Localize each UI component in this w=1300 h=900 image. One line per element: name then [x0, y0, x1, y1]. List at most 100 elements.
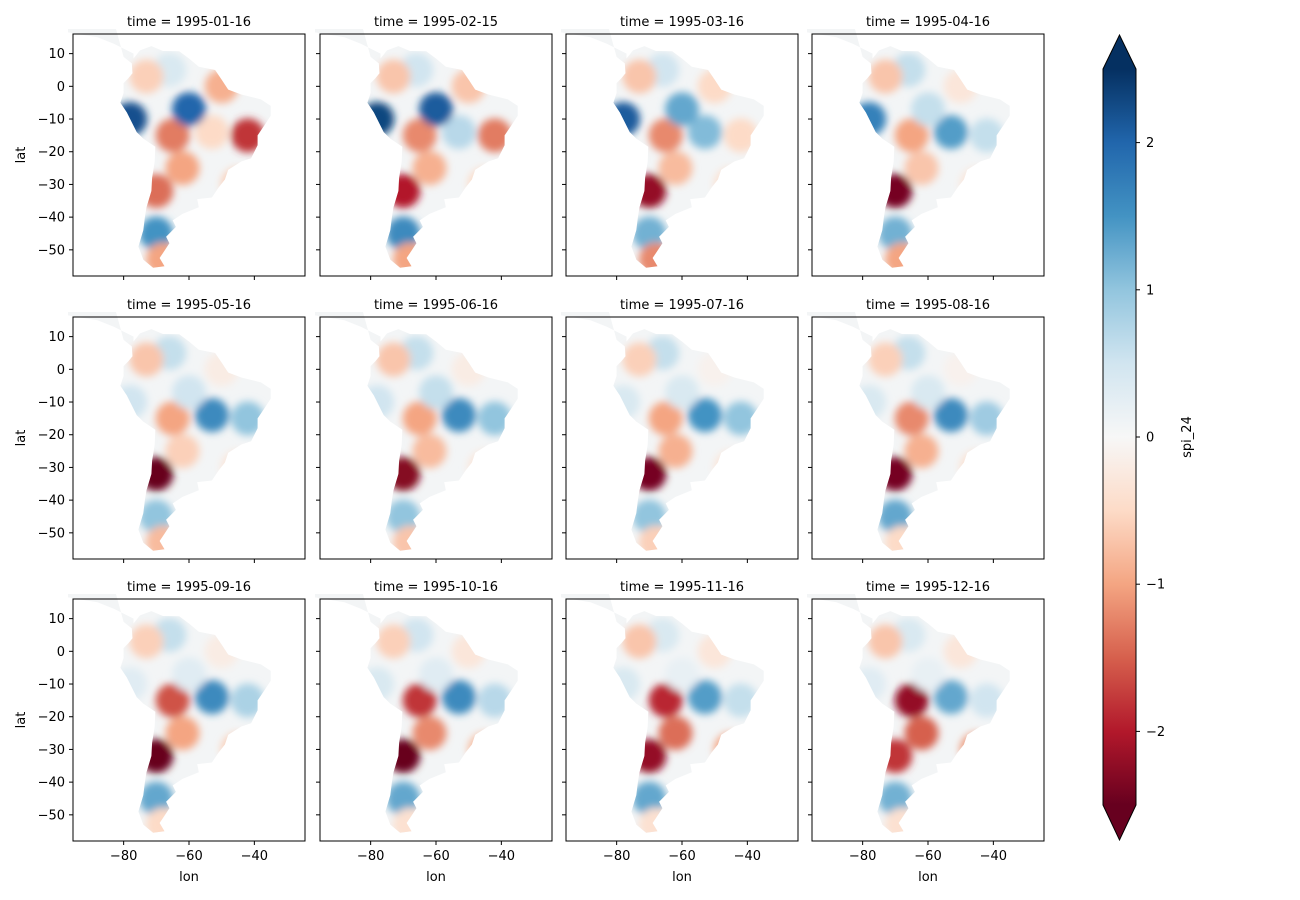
anomaly-cell — [606, 667, 641, 701]
y-tick-label: 10 — [48, 330, 65, 345]
colorbar-tick-label: −2 — [1146, 725, 1165, 740]
anomaly-cell — [884, 807, 919, 833]
anomaly-cell — [386, 457, 421, 491]
y-tick-label: 0 — [57, 363, 65, 378]
colorbar-outline — [1102, 33, 1137, 842]
y-tick-label: −50 — [38, 243, 65, 258]
anomaly-cell — [412, 151, 447, 186]
anomaly-cell — [911, 375, 945, 410]
map-panel: time = 1995-06-16 — [315, 298, 553, 563]
anomaly-cell — [622, 624, 657, 659]
anomaly-cell — [665, 657, 699, 692]
y-tick-label: −40 — [38, 211, 65, 226]
anomaly-cell — [904, 716, 939, 751]
anomaly-cell — [129, 342, 164, 377]
anomaly-cell — [204, 352, 239, 387]
anomaly-cell — [904, 151, 939, 186]
anomaly-cell — [933, 398, 968, 433]
anomaly-cell — [723, 683, 758, 718]
anomaly-cell — [468, 732, 502, 767]
panel-title: time = 1995-05-16 — [127, 298, 251, 313]
anomaly-cell — [221, 450, 255, 485]
anomaly-cell — [622, 342, 657, 377]
map-panel: time = 1995-04-16 — [807, 15, 1045, 280]
anomaly-cell — [172, 92, 206, 127]
anomaly-cell — [894, 683, 929, 718]
anomaly-cell — [665, 92, 699, 127]
data-field — [807, 29, 1010, 268]
data-field — [68, 312, 271, 551]
anomaly-cell — [638, 242, 673, 268]
anomaly-cell — [658, 716, 693, 751]
colorbar-label: spi_24 — [1180, 416, 1195, 458]
anomaly-cell — [129, 59, 164, 94]
anomaly-cell — [622, 59, 657, 94]
anomaly-cell — [113, 102, 148, 136]
anomaly-cell — [376, 342, 411, 377]
data-field — [561, 312, 764, 551]
data-field — [315, 594, 518, 833]
y-tick-label: 0 — [57, 80, 65, 95]
y-tick-label: −20 — [38, 428, 65, 443]
panel-title: time = 1995-01-16 — [127, 15, 251, 30]
anomaly-cell — [155, 401, 190, 436]
anomaly-cell — [204, 634, 239, 669]
anomaly-cell — [933, 115, 968, 150]
anomaly-cell — [969, 401, 1004, 436]
anomaly-cell — [687, 680, 722, 715]
anomaly-cell — [155, 683, 190, 718]
anomaly-cell — [697, 69, 732, 104]
map-panel: time = 1995-08-16 — [807, 298, 1045, 563]
colorbar-tick-label: 1 — [1146, 283, 1154, 298]
anomaly-cell — [911, 92, 945, 127]
anomaly-cell — [960, 732, 994, 767]
data-field — [315, 29, 518, 268]
y-tick-label: −30 — [38, 743, 65, 758]
anomaly-cell — [960, 450, 994, 485]
data-field — [807, 594, 1010, 833]
anomaly-cell — [714, 732, 748, 767]
x-axis-label: lon — [672, 870, 692, 885]
x-axis-label: lon — [179, 870, 199, 885]
anomaly-cell — [894, 118, 929, 153]
x-tick-label: −80 — [603, 849, 630, 864]
anomaly-cell — [155, 118, 190, 153]
anomaly-cell — [632, 781, 667, 816]
anomaly-cell — [172, 375, 206, 410]
data-field — [68, 594, 271, 833]
anomaly-cell — [360, 102, 395, 136]
anomaly-cell — [632, 499, 667, 534]
anomaly-cell — [139, 216, 174, 251]
y-tick-label: −50 — [38, 808, 65, 823]
anomaly-cell — [632, 174, 667, 208]
anomaly-cell — [884, 525, 919, 551]
anomaly-cell — [648, 683, 683, 718]
anomaly-cell — [194, 115, 229, 150]
anomaly-cell — [697, 634, 732, 669]
x-axis-label: lon — [426, 870, 446, 885]
anomaly-cell — [376, 624, 411, 659]
anomaly-cell — [386, 739, 421, 773]
x-tick-label: −40 — [980, 849, 1007, 864]
colorbar-extend-max — [1103, 35, 1136, 69]
anomaly-cell — [658, 151, 693, 186]
anomaly-cell — [139, 457, 174, 491]
anomaly-cell — [392, 525, 427, 551]
anomaly-cell — [402, 683, 437, 718]
map-panel: time = 1995-12-16 −80 −60 −40 lon — [807, 580, 1045, 885]
colorbar: 2 1 0 −1 −2 spi_24 — [1102, 33, 1195, 842]
y-tick-label: 0 — [57, 645, 65, 660]
anomaly-cell — [441, 398, 476, 433]
data-field — [807, 312, 1010, 551]
anomaly-cell — [884, 242, 919, 268]
anomaly-cell — [648, 118, 683, 153]
anomaly-cell — [402, 118, 437, 153]
anomaly-cell — [230, 683, 265, 718]
y-tick-label: −40 — [38, 494, 65, 509]
anomaly-cell — [386, 174, 421, 208]
map-panel: time = 1995-02-15 — [315, 15, 553, 280]
x-tick-label: −60 — [175, 849, 202, 864]
y-tick-label: −20 — [38, 710, 65, 725]
anomaly-cell — [606, 102, 641, 136]
anomaly-cell — [943, 634, 978, 669]
